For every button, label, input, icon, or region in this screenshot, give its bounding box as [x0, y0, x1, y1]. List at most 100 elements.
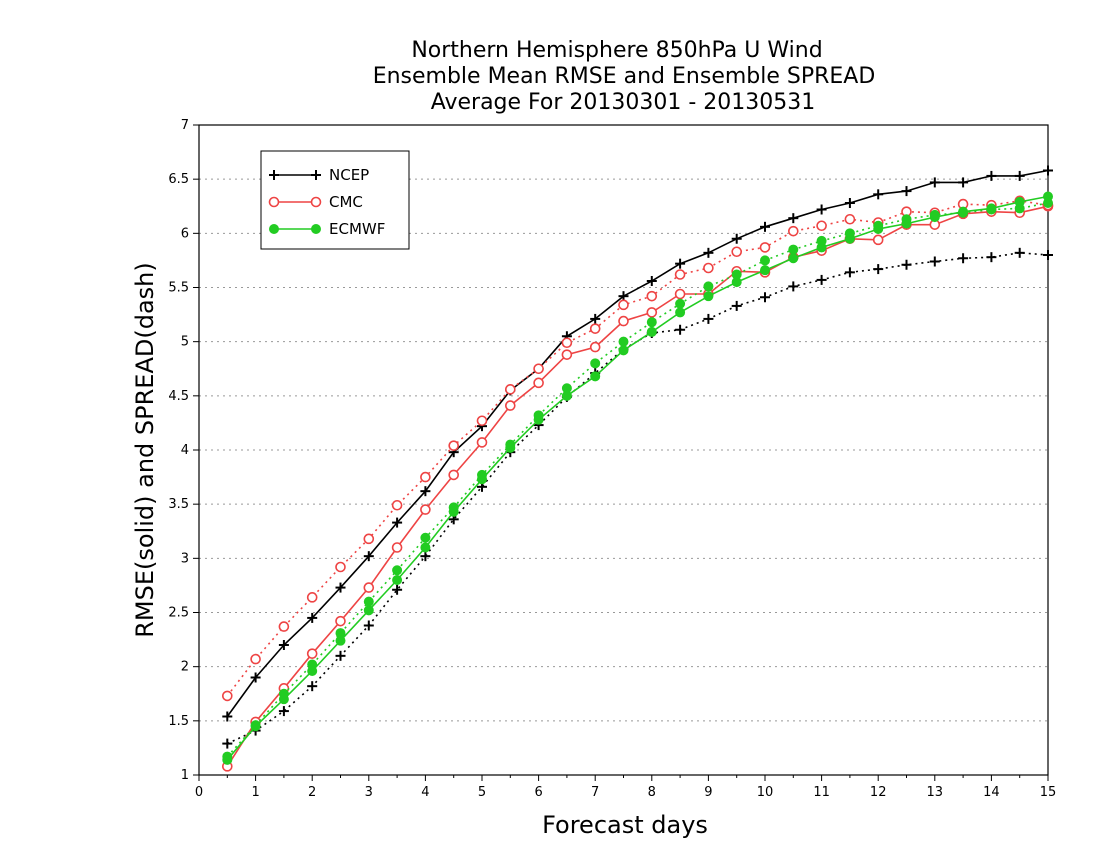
ecmwf-spread-point [363, 596, 374, 607]
cmc-spread-point [561, 337, 573, 349]
ecmwf-spread-point [1043, 198, 1053, 208]
x-tick-label: 8 [648, 785, 656, 800]
ncep-rmse-point [420, 486, 431, 497]
x-tick-label: 5 [478, 785, 486, 800]
ncep-spread-point [929, 256, 940, 267]
ecmwf-spread-point [590, 358, 601, 369]
ncep-rmse-point [392, 517, 403, 528]
x-tick-label: 3 [365, 785, 373, 800]
ncep-rmse-point [816, 204, 827, 215]
ncep-spread-point [335, 650, 346, 661]
ncep-rmse-point [278, 640, 289, 650]
ncep-spread-point [986, 252, 997, 263]
ecmwf-spread-point [477, 469, 487, 480]
cmc-spread-point [646, 290, 658, 302]
ncep-spread-point [1043, 250, 1053, 260]
x-tick-label: 0 [195, 785, 203, 800]
ecmwf-spread-point [844, 228, 855, 239]
ncep-spread-point [844, 267, 855, 278]
cmc-rmse-point [420, 504, 431, 515]
ncep-spread-point [222, 738, 233, 749]
ncep-spread-point [731, 300, 742, 311]
legend-marker-ncep [269, 170, 279, 180]
ncep-spread-line [226, 251, 1049, 745]
legend-box [260, 150, 410, 250]
ncep-spread-point [307, 681, 318, 692]
ecmwf-spread-point [307, 659, 318, 670]
ecmwf-spread-point [703, 281, 714, 292]
title-line-1: Northern Hemisphere 850hPa U Wind [411, 38, 822, 63]
cmc-spread-point [420, 471, 431, 483]
cmc-spread-point [391, 499, 403, 511]
ecmwf-spread-point [533, 410, 544, 421]
ecmwf-spread-point [618, 336, 629, 347]
ecmwf-rmse-point [788, 253, 799, 264]
cmc-spread-point [222, 690, 233, 702]
y-tick-label: 7 [181, 118, 189, 133]
chart-title: Northern Hemisphere 850hPa U Wind Ensemb… [373, 38, 876, 115]
ecmwf-spread-point [250, 720, 261, 731]
y-tick-label: 6 [181, 226, 189, 241]
cmc-rmse-point [618, 315, 629, 327]
title-line-3: Average For 20130301 - 20130531 [431, 90, 816, 115]
x-tick-label: 14 [983, 785, 1000, 800]
cmc-rmse-line [226, 205, 1049, 767]
y-tick-label: 5.5 [168, 281, 189, 296]
ncep-spread-point [760, 292, 770, 303]
series-lines [222, 165, 1054, 772]
ncep-rmse-point [788, 213, 799, 224]
y-axis-title: RMSE(solid) and SPREAD(dash) [131, 262, 159, 638]
ncep-spread-point [278, 706, 289, 717]
ncep-rmse-point [1014, 170, 1025, 181]
ncep-spread-point [816, 274, 827, 285]
legend-item-cmc: CMC [268, 193, 363, 211]
x-tick-label: 15 [1040, 785, 1057, 800]
legend-label-ncep: NCEP [329, 166, 369, 184]
x-tick-label: 2 [308, 785, 316, 800]
y-tick-label: 2.5 [168, 606, 189, 621]
ecmwf-spread-point [873, 220, 884, 231]
ecmwf-rmse-point [675, 307, 686, 318]
grid [199, 178, 1048, 722]
ncep-spread-point [958, 253, 969, 264]
ncep-spread-point [420, 551, 431, 562]
ncep-spread-point [392, 584, 403, 595]
ecmwf-rmse-point [420, 542, 431, 553]
cmc-spread-point [618, 299, 629, 311]
legend-label-cmc: CMC [329, 193, 363, 211]
cmc-rmse-point [448, 469, 460, 481]
ncep-rmse-point [590, 313, 601, 324]
cmc-spread-point [844, 213, 856, 225]
ncep-spread-point [703, 313, 714, 324]
y-tick-label: 3.5 [168, 497, 189, 512]
ecmwf-spread-point [335, 628, 346, 639]
cmc-spread-point [476, 415, 488, 427]
legend-item-ncep: NCEP [269, 166, 369, 184]
cmc-spread-point [731, 246, 743, 258]
ncep-rmse-point [731, 233, 742, 244]
ncep-rmse-point [958, 177, 969, 188]
ecmwf-rmse-point [646, 326, 657, 337]
title-line-2: Ensemble Mean RMSE and Ensemble SPREAD [373, 64, 876, 89]
cmc-rmse-point [533, 377, 544, 389]
ecmwf-spread-point [505, 439, 516, 450]
x-tick-label: 7 [591, 785, 599, 800]
ncep-rmse-point [901, 186, 912, 197]
ecmwf-spread-line [226, 202, 1049, 758]
legend-marker-ecmwf [269, 224, 279, 234]
ncep-rmse-point [646, 276, 657, 286]
ecmwf-spread-point [646, 317, 657, 328]
ecmwf-rmse-point [618, 345, 629, 356]
ecmwf-spread-point [420, 532, 431, 543]
cmc-rmse-point [306, 648, 318, 659]
ecmwf-spread-point [731, 269, 742, 280]
ncep-rmse-point [703, 247, 714, 258]
cmc-spread-point [278, 621, 290, 632]
ncep-rmse-point [1043, 165, 1053, 176]
legend-marker-ecmwf [311, 224, 321, 234]
ecmwf-spread-point [1014, 203, 1025, 214]
ncep-rmse-point [986, 170, 997, 181]
x-tick-label: 13 [927, 785, 944, 800]
ncep-rmse-point [363, 551, 374, 562]
